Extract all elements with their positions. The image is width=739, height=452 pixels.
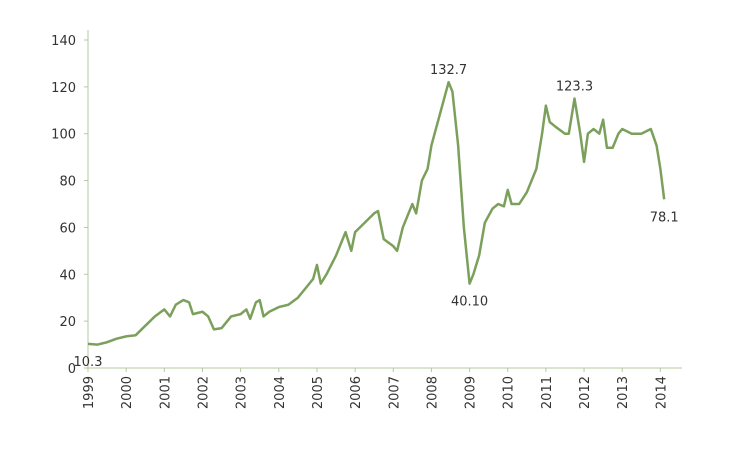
x-tick-label: 1999 (82, 376, 97, 409)
x-tick-label: 2004 (273, 376, 288, 409)
x-tick-label: 2005 (311, 376, 326, 409)
x-tick-label: 2009 (464, 376, 479, 409)
y-tick-label: 60 (59, 221, 76, 236)
y-tick-label: 20 (59, 315, 76, 330)
annotation: 132.7 (430, 63, 467, 78)
annotation: 78.1 (650, 210, 679, 225)
y-tick-label: 100 (51, 128, 76, 143)
x-tick-label: 2003 (235, 376, 250, 409)
annotation: 40.10 (451, 295, 488, 310)
x-tick-label: 2014 (654, 376, 669, 409)
x-tick-label: 2006 (349, 376, 364, 409)
y-tick-label: 0 (68, 362, 76, 377)
line-series (87, 80, 666, 346)
x-tick-label: 2001 (158, 376, 173, 409)
y-tick-label: 140 (51, 34, 76, 49)
y-tick-label: 120 (51, 81, 76, 96)
x-tick-label: 2008 (425, 376, 440, 409)
y-tick-label: 80 (59, 175, 76, 190)
x-tick-label: 2013 (616, 376, 631, 409)
x-tick-label: 2000 (120, 376, 135, 409)
x-tick-label: 2007 (387, 376, 402, 409)
x-tick-label: 2012 (578, 376, 593, 409)
x-tick-label: 2010 (502, 376, 517, 409)
x-tick-label: 2002 (196, 376, 211, 409)
annotation: 123.3 (556, 80, 593, 95)
y-tick-label: 40 (59, 268, 76, 283)
annotation: 10.3 (74, 355, 103, 370)
x-tick-label: 2011 (540, 376, 555, 409)
